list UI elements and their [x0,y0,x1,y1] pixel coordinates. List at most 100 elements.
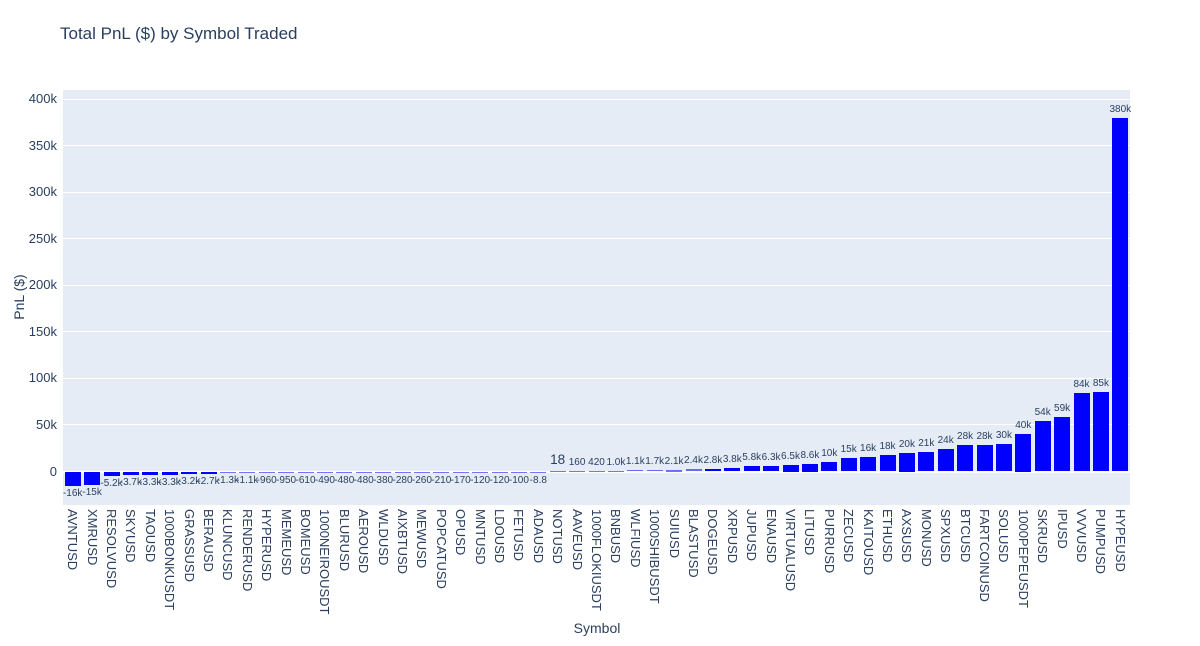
x-tick-label: WLDUSD [375,509,391,566]
bar-value-label: -960 [256,474,277,486]
x-tick-label: XMRUSD [84,509,100,566]
y-tick-label: 250k [28,230,57,246]
bar-value-label: -3.2k [177,476,201,488]
bar [200,471,217,474]
gridline [63,331,1130,333]
y-axis-title: PnL ($) [11,274,27,320]
zero-line [63,470,1130,473]
x-tick-label: WLFIUSD [627,509,643,568]
bar-value-label: 85k [1092,378,1109,390]
bar [743,466,760,472]
bar [142,471,159,475]
bar [413,471,430,473]
x-tick-label: PUMPUSD [1093,509,1109,575]
bar-value-label: 24k [937,435,954,447]
bar-value-label: 16k [860,442,877,454]
bar-value-label: -3.3k [139,476,162,488]
bar-value-label: 28k [976,431,993,443]
bar-value-label: 2.8k [703,454,723,466]
bar-value-label: 28k [957,431,974,443]
bar-value-label: -380 [373,474,394,486]
gridline [63,284,1130,286]
x-tick-label: BLURUSD [336,509,352,572]
y-tick-label: 300k [28,184,57,200]
x-tick-label: 1000PEPEUSDT [1015,509,1031,608]
bar [1073,393,1090,472]
bar-value-label: 1.7k [645,455,665,467]
bar-value-label: 1.1k [625,456,645,468]
x-tick-label: SOLUSD [996,509,1012,563]
x-tick-label: SUIUSD [666,509,682,559]
bar-value-label: -610 [295,474,316,486]
bar-value-label: -8.8 [529,474,547,486]
gridline [63,145,1130,147]
bar [957,445,974,472]
x-tick-label: VVVUSD [1074,509,1089,563]
bar-value-label: -1.3k [216,474,239,486]
y-tick-label: 0 [49,463,57,479]
bar-value-label: -2.7k [197,476,220,487]
x-tick-label: AIXBTUSD [395,509,410,575]
x-tick-label: BLASTUSD [686,509,701,578]
x-tick-label: LDOUSD [492,509,507,564]
bar [355,471,372,473]
bar-value-label: 160 [568,456,586,468]
x-tick-label: LITUSD [802,509,818,556]
x-tick-label: 1000FLOKIUSDT [589,509,604,611]
bar [316,471,333,473]
bar [103,471,120,477]
bar [1015,434,1032,472]
bar-value-label: 21k [918,437,935,449]
bar-value-label: -490 [314,474,335,486]
bar-value-label: -3.7k [119,476,142,488]
x-tick-label: AXSUSD [899,509,915,563]
x-axis-title: Symbol [573,620,621,636]
bar-value-label: 6.5k [781,451,800,463]
bar-value-label: 10k [821,448,838,460]
bar [860,456,877,472]
bar [122,471,139,475]
bar-value-label: -1.1k [236,474,259,486]
bar [219,471,236,473]
bar-value-label: -120 [489,474,510,486]
bar-value-label: -16k [62,488,83,500]
bar [278,471,295,473]
chart-title: Total PnL ($) by Symbol Traded [60,24,298,43]
y-tick-label: 150k [28,323,57,339]
bar [549,470,566,472]
bar [801,463,818,472]
x-tick-label: FETUSD [511,509,527,561]
x-tick-label: MONUSD [918,509,934,567]
bar-value-label: -480 [353,474,374,486]
bar-value-label: 3.8k [722,453,742,465]
x-tick-label: SPXUSD [938,509,954,563]
bar [258,471,275,473]
x-tick-label: IPUSD [1054,509,1070,549]
bar-value-label: -100 [508,474,529,486]
bar [1092,392,1109,472]
bar-value-label: -3.3k [158,476,181,488]
bar [898,452,915,472]
bar [64,471,81,487]
gridline [63,424,1130,426]
bar-value-label: -260 [411,474,432,486]
gridline [63,238,1130,240]
bar [239,471,256,473]
x-tick-label: 1000NEIROUSDT [317,509,333,615]
x-tick-label: BNBUSD [608,509,624,564]
x-tick-label: AVNTUSD [65,509,81,571]
bar [336,471,353,473]
x-tick-label: BOMEUSD [298,509,313,575]
x-tick-label: FARTCOINUSD [977,509,992,602]
y-tick-label: 50k [36,416,57,432]
bar [685,469,702,472]
bar-value-label: 84k [1073,379,1090,391]
x-tick-label: OPUSD [453,509,469,556]
bar [918,451,935,472]
bar-value-label: -280 [392,474,413,486]
x-tick-label: BERAUSD [201,509,216,572]
bar-value-label: 15k [840,443,857,455]
x-tick-label: KAITOUSD [860,509,876,576]
bar [1112,117,1129,472]
bar [646,469,663,472]
